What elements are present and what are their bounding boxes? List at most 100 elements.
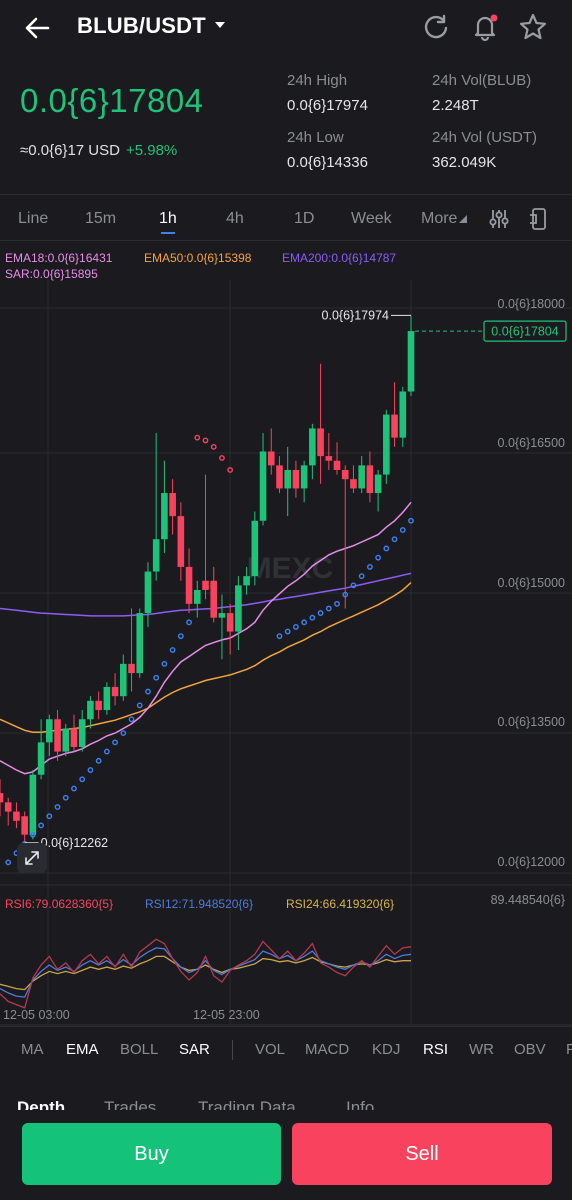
candle-body — [300, 465, 308, 489]
sar-dot — [103, 748, 110, 755]
buy-button[interactable]: Buy — [22, 1123, 281, 1185]
indicator-obv[interactable]: OBV — [514, 1041, 546, 1058]
candle-body — [325, 456, 333, 461]
candle-body — [103, 686, 111, 711]
candle — [210, 566, 218, 623]
candle — [341, 465, 349, 609]
sar-dot — [383, 545, 390, 552]
ema50-legend: EMA50:0.0{6}15398 — [144, 251, 252, 265]
tab-4h[interactable]: 4h — [226, 210, 244, 227]
expand-icon[interactable] — [17, 843, 47, 873]
candle-body — [95, 700, 102, 711]
ema18-legend: EMA18:0.0{6}16431 — [5, 251, 113, 265]
sell-button[interactable]: Sell — [292, 1123, 552, 1185]
sar-dot — [71, 785, 77, 792]
price-chart[interactable]: 0.0{6}18000 0.0{6}16500 0.0{6}15000 0.0{6}1… — [0, 240, 572, 1028]
indicator-more[interactable]: F — [566, 1041, 572, 1058]
candle-body — [235, 585, 242, 632]
tab-line[interactable]: Line — [18, 210, 49, 227]
active-tab-indicator — [161, 232, 175, 234]
back-arrow-icon[interactable] — [20, 10, 56, 46]
candle-body — [62, 728, 70, 752]
rsi12-legend: RSI12:71.948520{6} — [145, 897, 253, 911]
vol-quote-label: 24h Vol (USDT) — [432, 129, 538, 146]
candle — [169, 479, 176, 535]
candle — [383, 409, 390, 484]
tab-week[interactable]: Week — [351, 210, 392, 227]
sar-dot — [219, 455, 225, 461]
sar-dot — [128, 716, 135, 723]
candle — [78, 710, 86, 752]
candle-body — [350, 479, 357, 489]
indicator-separator — [232, 1040, 233, 1060]
candle-body — [128, 663, 135, 674]
indicator-sar[interactable]: SAR — [179, 1041, 210, 1058]
high-marker-label: 0.0{6}17974 — [322, 308, 389, 322]
rsi24-legend: RSI24:66.419320{6} — [286, 897, 394, 911]
caret-down-icon[interactable] — [212, 17, 228, 33]
indicator-settings-icon[interactable] — [488, 208, 510, 230]
candle-body — [37, 742, 45, 775]
low-24h-label: 24h Low — [287, 129, 344, 146]
candle — [37, 719, 45, 780]
change-percent: +5.98% — [125, 142, 178, 159]
indicator-ma[interactable]: MA — [21, 1041, 44, 1058]
sar-dot — [210, 443, 217, 450]
sar-dot — [161, 660, 168, 667]
candle — [284, 446, 291, 517]
sar-dot — [227, 467, 234, 473]
sar-legend: SAR:0.0{6}15895 — [5, 267, 98, 281]
ema50-line — [0, 582, 412, 733]
refresh-icon[interactable] — [421, 12, 451, 42]
mobile-layout-icon[interactable] — [528, 207, 550, 231]
sar-dot — [301, 619, 308, 626]
candle-body — [218, 613, 226, 618]
candle — [259, 433, 267, 526]
vol-base-label: 24h Vol(BLUB) — [432, 72, 532, 89]
indicator-rsi[interactable]: RSI — [423, 1041, 449, 1058]
candle-body — [78, 719, 86, 747]
tab-more[interactable]: More — [421, 210, 468, 228]
sar-dot — [399, 527, 406, 533]
watermark-logo: MEXC — [247, 552, 334, 585]
tab-1h[interactable]: 1h — [159, 210, 177, 227]
sar-dot — [293, 624, 299, 630]
sar-dot — [366, 564, 373, 570]
last-price: 0.0{6}17804 — [20, 82, 204, 119]
sar-dot — [169, 647, 176, 653]
candle-body — [136, 613, 144, 674]
rsi24-line — [0, 955, 411, 991]
candle — [374, 469, 382, 512]
star-icon[interactable] — [518, 12, 548, 42]
sar-dot — [186, 619, 192, 626]
candle-body — [185, 566, 193, 604]
candle-body — [144, 571, 152, 614]
candle — [333, 442, 341, 475]
sar-dot — [408, 517, 414, 524]
candle-body — [202, 580, 209, 590]
candle-body — [267, 451, 275, 466]
indicator-vol[interactable]: VOL — [255, 1041, 286, 1058]
sar-dot — [136, 702, 143, 709]
indicator-kdj[interactable]: KDJ — [372, 1041, 401, 1058]
more-triangle-icon — [459, 215, 468, 223]
indicator-wr[interactable]: WR — [469, 1041, 494, 1058]
candle-body — [21, 816, 28, 835]
indicator-boll[interactable]: BOLL — [120, 1041, 159, 1058]
sar-dot — [309, 614, 316, 621]
sar-dot — [325, 605, 332, 612]
candle — [243, 566, 250, 595]
bell-icon[interactable] — [470, 12, 500, 42]
tab-15m[interactable]: 15m — [85, 210, 117, 227]
candle — [120, 654, 127, 701]
candle — [103, 682, 111, 715]
tab-1d[interactable]: 1D — [294, 210, 315, 227]
indicator-ema[interactable]: EMA — [66, 1041, 99, 1058]
indicator-macd[interactable]: MACD — [305, 1041, 350, 1058]
candle-body — [341, 469, 349, 480]
sar-dot — [87, 767, 94, 773]
candle-body — [391, 414, 398, 438]
candle-body — [366, 465, 374, 494]
trading-pair-title[interactable]: BLUB/USDT — [77, 13, 206, 38]
sar-dot — [95, 757, 102, 764]
